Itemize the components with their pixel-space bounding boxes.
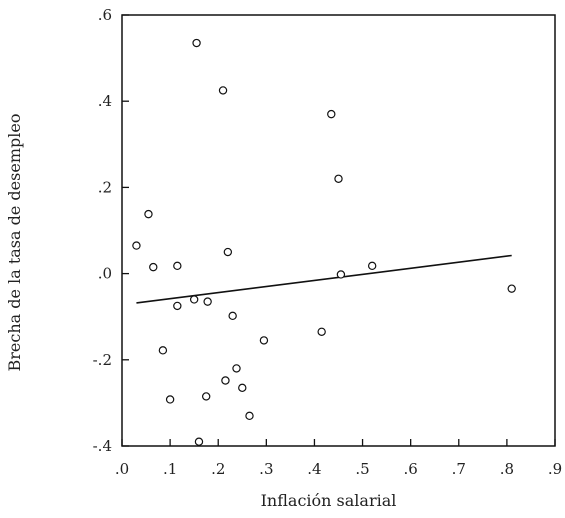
x-tick-label: .1: [163, 460, 177, 478]
data-point: [232, 364, 241, 373]
data-point: [507, 284, 516, 293]
data-point: [238, 383, 247, 393]
data-point: [334, 174, 343, 183]
y-tick-label: .2: [98, 178, 112, 196]
data-point: [259, 336, 269, 345]
x-tick-label: .9: [548, 460, 562, 478]
data-points: [132, 38, 516, 446]
x-axis-title: Inflación salarial: [261, 491, 397, 510]
data-point: [194, 437, 204, 446]
data-point: [327, 109, 336, 119]
y-tick-label: .0: [98, 265, 112, 283]
y-tick-label: .4: [98, 92, 112, 110]
data-point: [189, 295, 199, 304]
x-tick-label: .0: [115, 460, 129, 478]
x-tick-label: .8: [500, 460, 514, 478]
data-point: [203, 297, 212, 306]
x-tick-label: .6: [404, 460, 418, 478]
x-tick-label: .5: [355, 460, 369, 478]
x-tick-label: .3: [259, 460, 273, 478]
y-axis-title: Brecha de la tasa de desempleo: [5, 114, 24, 372]
x-tick-label: .2: [211, 460, 225, 478]
data-point: [221, 376, 230, 385]
x-tick-label: .7: [452, 460, 466, 478]
data-point: [149, 262, 158, 272]
y-tick-label: -.4: [93, 437, 112, 455]
y-axis-ticks: .6 .4 .2 .0 -.2 -.4: [93, 6, 129, 455]
trend-line: [136, 254, 512, 304]
data-point: [201, 392, 211, 401]
data-point: [173, 301, 182, 311]
data-point: [228, 311, 237, 321]
data-point: [165, 395, 175, 404]
x-tick-label: .4: [307, 460, 321, 478]
data-point: [132, 241, 141, 250]
y-tick-label: .6: [98, 6, 112, 24]
plot-frame: [121, 14, 556, 447]
data-point: [317, 327, 326, 336]
data-point: [367, 261, 377, 271]
data-point: [144, 209, 153, 219]
y-tick-label: -.2: [93, 351, 112, 369]
data-point: [336, 270, 346, 279]
data-point: [223, 247, 233, 257]
data-point: [245, 411, 254, 421]
data-point: [218, 86, 228, 95]
data-point: [173, 261, 182, 271]
data-point: [192, 38, 201, 48]
data-point: [158, 346, 168, 355]
x-axis-ticks: .0 .1 .2 .3 .4 .5 .6 .7 .8 .9: [115, 439, 562, 478]
